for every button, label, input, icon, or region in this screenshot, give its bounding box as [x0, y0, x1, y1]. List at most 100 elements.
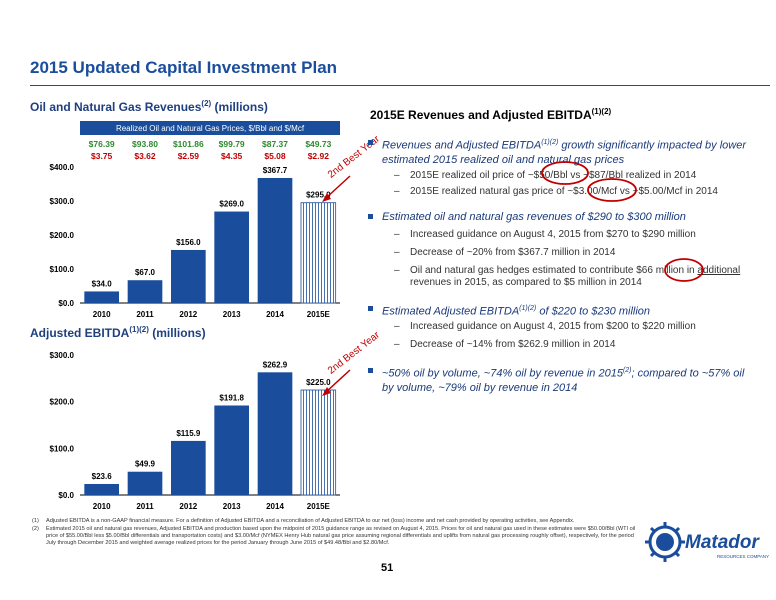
ebitda-title-text: Adjusted EBITDA [30, 326, 130, 340]
y-tick-label: $0.0 [58, 299, 74, 308]
bullet-ebitda-estimate: Estimated Adjusted EBITDA(1)(2) of $220 … [368, 302, 752, 319]
logo-subtext: RESOURCES COMPANY [717, 554, 769, 559]
logo-text: Matador [685, 532, 761, 553]
sub-text: revenues in 2015, as compared to $5 mill… [410, 277, 642, 288]
value-label-2010: $34.0 [92, 279, 113, 288]
sub-text: Oil and natural gas hedges estimated to … [410, 265, 698, 276]
x-tick-label-2014: 2014 [266, 310, 284, 319]
x-tick-label-2012: 2012 [179, 502, 197, 511]
footnote-text: Estimated 2015 oil and natural gas reven… [46, 526, 636, 546]
footnote-number: (1) [32, 518, 39, 524]
sub-ebitda-decrease: Decrease of ~14% from $262.9 million in … [394, 339, 760, 351]
bullet-text: Estimated Adjusted EBITDA [382, 305, 520, 318]
footnote-text: Adjusted EBITDA is a non-GAAP financial … [46, 518, 575, 524]
x-tick-label-2013: 2013 [223, 310, 241, 319]
sub-hedges: Oil and natural gas hedges estimated to … [394, 265, 760, 289]
annotation-arrow-1 [322, 175, 351, 202]
y-tick-label: $300.0 [50, 197, 75, 206]
sub-gas-price: 2015E realized natural gas price of ~$3.… [394, 186, 760, 198]
revenue-title-text: Oil and Natural Gas Revenues [30, 100, 202, 114]
value-label-2013: $191.8 [219, 393, 244, 402]
bullet-text: of $220 to $230 million [536, 305, 651, 318]
revenue-chart-title: Oil and Natural Gas Revenues(2) (million… [30, 99, 268, 114]
footnote-1: (1) Adjusted EBITDA is a non-GAAP financi… [32, 518, 641, 525]
bar-2013 [214, 405, 249, 495]
revenue-chart: $0.0 $100.0 $200.0 $300.0 $400.0 $34.0 2010 $67… [50, 121, 340, 319]
x-tick-label-2014: 2014 [266, 502, 284, 511]
bullet-text: ~50% oil by volume, ~74% oil by revenue … [382, 367, 623, 380]
footnote-number: (2) [32, 526, 39, 532]
oil-price-5: $49.73 [305, 139, 331, 149]
bullet-revenues-estimate: Estimated oil and natural gas revenues o… [368, 210, 752, 224]
value-label-2010: $23.6 [92, 472, 113, 481]
ebitda-title-units: (millions) [152, 326, 206, 340]
value-label-2011: $49.9 [135, 460, 156, 469]
right-title-sup: (1)(2) [591, 107, 612, 116]
gas-price-5: $2.92 [308, 151, 330, 161]
bullet-sup: (2) [622, 367, 632, 374]
price-table-header: Realized Oil and Natural Gas Prices, $/B… [116, 124, 305, 133]
bullet-revenue-growth: Revenues and Adjusted EBITDA(1)(2) growt… [368, 136, 752, 167]
bar-2011 [127, 280, 163, 303]
sub-ebitda-guidance: Increased guidance on August 4, 2015 fro… [394, 321, 760, 333]
bar-2015E [300, 202, 337, 304]
oil-price-1: $93.80 [132, 139, 158, 149]
bar-2013 [214, 211, 249, 303]
annotation-arrow-2 [322, 369, 351, 396]
y-tick-label: $0.0 [58, 491, 74, 500]
value-label-2015E: $295.0 [306, 191, 331, 200]
y-tick-label: $200.0 [50, 398, 75, 407]
bar-2011 [127, 471, 163, 495]
price-table-header-bg [80, 121, 340, 135]
right-section-title: 2015E Revenues and Adjusted EBITDA(1)(2) [370, 107, 611, 122]
revenue-title-units: (millions) [214, 100, 268, 114]
bar-2015E [300, 389, 337, 496]
matador-logo-graphic: Matador RESOURCES COMPANY [645, 522, 769, 562]
value-label-2012: $156.0 [176, 238, 201, 247]
value-label-2012: $115.9 [176, 429, 201, 438]
gas-price-2: $2.59 [178, 151, 200, 161]
bullet-sup: (1)(2) [519, 305, 537, 312]
bullet-oil-mix: ~50% oil by volume, ~74% oil by revenue … [368, 364, 752, 395]
bullet-text: ; compared to ~57% oil by volume, ~79% o… [382, 367, 745, 394]
bar-2010 [84, 291, 119, 303]
bullet-sup: (1)(2) [541, 139, 559, 146]
value-label-2011: $67.0 [135, 268, 156, 277]
x-tick-label-2015E: 2015E [307, 502, 331, 511]
oil-price-2: $101.86 [173, 139, 204, 149]
footnote-2: (2) Estimated 2015 oil and natural gas re… [32, 526, 641, 547]
oil-price-3: $99.79 [219, 139, 245, 149]
x-tick-label-2012: 2012 [179, 310, 197, 319]
ebitda-chart: $0.0 $100.0 $200.0 $300.0 $23.6 2010 $49.9 2011… [50, 351, 340, 511]
revenue-title-sup: (2) [201, 99, 212, 108]
x-tick-label-2011: 2011 [136, 502, 154, 511]
sub-oil-price: 2015E realized oil price of ~$50/Bbl vs … [394, 170, 760, 182]
value-label-2013: $269.0 [219, 200, 244, 209]
oil-price-0: $76.39 [89, 139, 115, 149]
bar-2014 [257, 177, 293, 303]
bar-2012 [171, 440, 206, 495]
y-tick-label: $100.0 [50, 444, 75, 453]
y-tick-label: $200.0 [50, 231, 75, 240]
sub-underlined: additional [697, 265, 741, 276]
ebitda-title-sup: (1)(2) [129, 325, 149, 334]
gas-price-0: $3.75 [91, 151, 113, 161]
x-tick-label-2015E: 2015E [307, 310, 331, 319]
right-title-text: 2015E Revenues and Adjusted EBITDA [370, 108, 592, 122]
x-tick-label-2010: 2010 [93, 502, 111, 511]
gas-price-1: $3.62 [134, 151, 156, 161]
title-rule [30, 85, 770, 86]
sub-revenue-guidance: Increased guidance on August 4, 2015 fro… [394, 229, 760, 241]
y-tick-label: $100.0 [50, 265, 75, 274]
ebitda-chart-title: Adjusted EBITDA(1)(2) (millions) [30, 325, 206, 340]
bar-2014 [257, 372, 293, 495]
x-tick-label-2011: 2011 [136, 310, 154, 319]
sub-revenue-decrease: Decrease of ~20% from $367.7 million in … [394, 247, 760, 259]
value-label-2015E: $225.0 [306, 378, 331, 387]
value-label-2014: $262.9 [263, 360, 288, 369]
page-title: 2015 Updated Capital Investment Plan [30, 58, 338, 77]
y-tick-label: $300.0 [50, 351, 75, 360]
bar-2012 [171, 249, 206, 303]
gas-price-3: $4.35 [221, 151, 243, 161]
bar-2010 [84, 483, 119, 495]
